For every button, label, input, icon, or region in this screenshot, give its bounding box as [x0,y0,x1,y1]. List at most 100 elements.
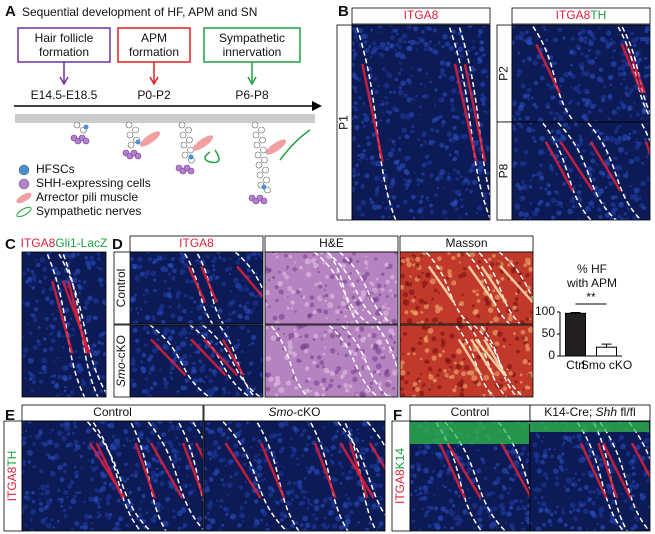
texture [116,498,121,503]
texture [579,135,583,138]
texture [604,153,608,157]
cell [180,141,188,149]
texture [420,320,425,324]
texture [122,444,126,448]
texture [419,105,422,109]
texture [439,169,446,176]
texture [610,201,615,207]
texture [288,332,295,339]
texture [383,310,389,316]
texture [206,422,210,426]
texture [372,356,378,362]
texture [24,523,28,527]
texture [381,201,384,204]
texture [381,305,386,309]
texture [578,487,583,492]
texture [152,348,158,354]
texture [278,432,282,437]
texture [164,386,168,390]
texture [144,343,148,347]
texture [577,46,581,51]
texture [538,163,543,168]
texture [293,261,297,264]
text-part: TH [590,8,606,22]
texture [265,303,268,307]
texture [581,472,586,476]
texture [66,285,69,288]
texture [527,262,531,266]
texture [381,99,384,103]
texture [525,346,531,352]
texture [246,422,249,425]
apm [265,139,287,155]
texture [389,43,395,49]
texture [237,523,242,528]
texture [294,310,297,313]
texture [145,462,152,469]
texture [310,355,315,360]
texture [234,471,239,476]
texture [141,352,147,358]
texture [420,310,424,314]
texture [181,353,188,360]
texture [462,509,468,515]
texture [163,257,167,260]
texture [374,188,380,194]
texture [286,265,290,269]
texture [404,134,410,140]
texture [448,365,453,370]
texture [378,341,383,345]
texture [317,270,320,274]
texture [537,501,540,505]
texture [212,386,219,392]
texture [507,471,510,475]
texture [309,465,316,472]
texture [438,291,441,294]
texture [561,452,565,456]
texture [445,509,450,514]
texture [63,307,70,313]
texture [316,355,322,360]
texture [380,102,385,107]
texture [286,295,290,298]
texture [359,326,365,332]
texture [628,505,635,512]
texture [421,130,427,137]
texture [523,38,527,42]
texture [479,497,482,501]
texture [450,103,454,107]
texture [419,357,423,361]
texture [546,190,552,196]
text-part: fl/fl [617,405,636,419]
texture [23,347,29,353]
follicle-outline [586,122,643,220]
texture [628,158,635,165]
texture [579,138,583,142]
cell [258,126,265,134]
texture [265,326,269,330]
texture [176,305,181,309]
texture [644,29,648,34]
texture [482,68,488,74]
texture [229,257,232,260]
texture [598,78,605,84]
texture [549,55,554,60]
texture [583,39,588,44]
text-part: -cKO [114,335,128,362]
texture [56,488,61,493]
texture [362,102,366,105]
texture [562,36,566,40]
texture [268,376,274,382]
text-part: K14 [393,448,407,470]
texture [456,253,461,258]
texture [304,333,309,339]
texture [132,437,136,441]
nerve [204,149,220,164]
texture [60,504,64,508]
texture [596,129,600,133]
texture [483,374,490,381]
texture [380,41,386,48]
texture [544,187,548,191]
texture [386,41,390,46]
text-part: ITGA8 [556,8,591,22]
